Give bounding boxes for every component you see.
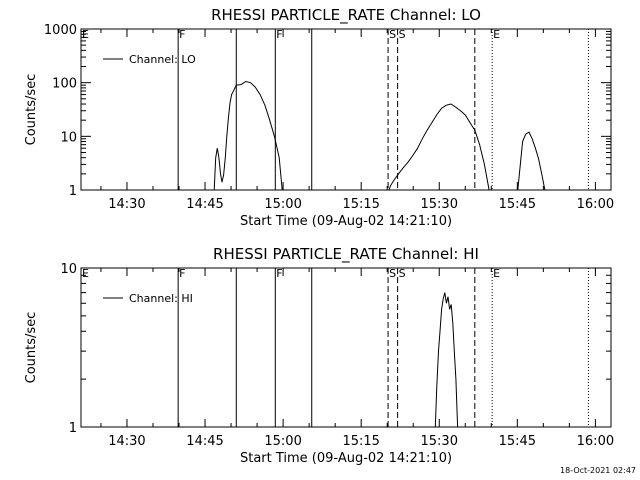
y-tick-label: 100 [52,77,77,92]
x-tick-label: 15:30 [421,197,458,212]
x-tick-label: 15:15 [342,434,379,449]
x-tick-label: 15:00 [264,434,301,449]
chart-title: RHESSI PARTICLE_RATE Channel: HI [213,245,479,264]
y-tick-label: 1 [69,184,77,199]
marker-label: F [276,28,282,41]
y-axis-label: Counts/sec [24,312,39,384]
marker-label: S [389,28,396,41]
plot-frame [80,28,612,191]
series-line [388,103,490,191]
x-tick-label: 15:00 [264,197,301,212]
marker-label: E [82,267,89,280]
marker-label: E [82,28,89,41]
x-tick-label: 14:45 [186,197,223,212]
x-tick-label: 15:30 [421,434,458,449]
chart-panel-1: RHESSI PARTICLE_RATE Channel: LO Start Ti… [24,6,614,229]
marker-label: S [389,267,396,280]
y-tick-label: 1 [69,421,77,436]
x-tick-label: 14:45 [186,434,223,449]
y-tick-label: 10 [60,262,77,277]
x-tick-label: 16:00 [577,434,614,449]
x-tick-label: 16:00 [577,197,614,212]
x-tick-label: 14:30 [108,434,145,449]
y-tick-label: 10 [60,130,77,145]
legend-label: Channel: HI [129,292,193,305]
x-tick-label: 15:45 [499,197,536,212]
x-tick-label: 14:30 [108,197,145,212]
footer-timestamp: 18-Oct-2021 02:47 [560,466,636,475]
marker-label: F [179,28,185,41]
x-tick-label: 15:45 [499,434,536,449]
y-tick-label: 1000 [44,23,77,38]
marker-label: E [493,28,500,41]
series-line [517,131,546,191]
x-axis-label: Start Time (09-Aug-02 14:21:10) [240,214,452,229]
marker-label: S [399,267,406,280]
marker-label: F [276,267,282,280]
chart-panel-2: RHESSI PARTICLE_RATE Channel: HI Start Ti… [24,245,614,466]
chart-title: RHESSI PARTICLE_RATE Channel: LO [211,6,481,25]
marker-label: F [179,267,185,280]
marker-label: E [493,267,500,280]
x-tick-label: 15:15 [342,197,379,212]
marker-label: S [399,28,406,41]
y-axis-label: Counts/sec [24,74,39,146]
legend-label: Channel: LO [129,53,196,66]
plot-frame [80,267,612,428]
series-line [434,292,459,428]
series-line [213,80,283,191]
x-axis-label: Start Time (09-Aug-02 14:21:10) [240,451,452,466]
